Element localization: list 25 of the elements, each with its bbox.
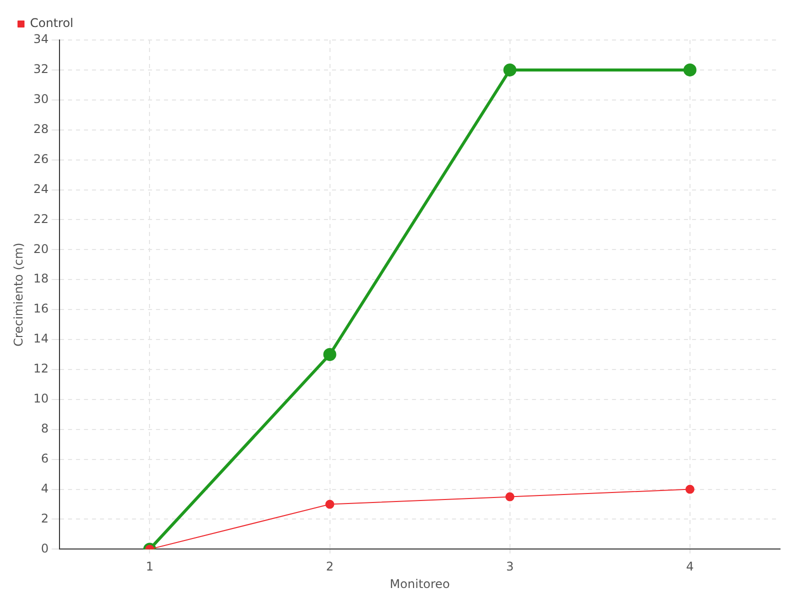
y-tick-label: 22 [33, 212, 49, 226]
y-tick-label: 34 [33, 32, 49, 46]
y-tick-label: 32 [33, 62, 49, 76]
y-tick-label: 4 [41, 481, 49, 496]
x-axis-title: Monitoreo [390, 576, 450, 591]
y-tick-label: 16 [33, 302, 49, 316]
y-tick-label: 14 [33, 332, 49, 346]
y-tick-label: 28 [33, 122, 49, 136]
x-tick-label: 4 [686, 560, 694, 574]
legend-label: Control [30, 16, 74, 30]
x-tick-label: 1 [146, 560, 154, 574]
y-tick-label: 20 [33, 242, 49, 256]
y-tick-label: 8 [41, 422, 49, 436]
y-tick-label: 18 [33, 272, 49, 286]
y-tick-label: 12 [33, 362, 49, 376]
y-tick-label: 30 [33, 92, 49, 106]
y-tick-label: 2 [41, 511, 49, 526]
y-tick-label: 6 [41, 451, 49, 466]
y-tick-label: 26 [33, 152, 49, 166]
y-tick-label: 24 [33, 182, 49, 196]
y-tick-label: 0 [41, 541, 49, 556]
x-tick-label: 2 [326, 560, 334, 574]
y-axis-title: Crecimiento (cm) [11, 242, 26, 347]
y-tick-label: 10 [33, 392, 49, 406]
x-tick-label: 3 [506, 560, 514, 574]
